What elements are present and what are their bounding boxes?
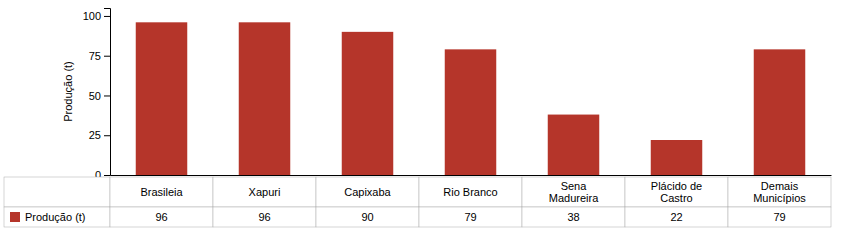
table-value-cell bbox=[316, 207, 419, 227]
table-value-cell bbox=[419, 207, 522, 227]
category-label: Rio Branco bbox=[443, 186, 497, 198]
y-axis: 0255075100 bbox=[83, 9, 111, 182]
bar bbox=[342, 32, 394, 175]
table-legend-cell bbox=[4, 207, 110, 227]
category-label: SenaMadureira bbox=[549, 180, 599, 205]
y-tick-mark bbox=[104, 135, 110, 136]
y-tick-label: 50 bbox=[89, 89, 101, 101]
y-tick: 100 bbox=[83, 10, 110, 22]
x-axis-line bbox=[111, 175, 832, 176]
y-tick: 50 bbox=[89, 89, 110, 101]
table-category-cell bbox=[316, 177, 419, 207]
table-category-cell bbox=[110, 177, 213, 207]
y-tick: 25 bbox=[89, 129, 110, 141]
y-tick-mark bbox=[104, 175, 110, 176]
data-label: 96 bbox=[258, 211, 270, 223]
bar bbox=[548, 115, 600, 175]
table-value-cell bbox=[213, 207, 316, 227]
table-value-cell bbox=[625, 207, 728, 227]
table-category-cell bbox=[728, 177, 831, 207]
data-label: 22 bbox=[670, 211, 682, 223]
table-corner-cell bbox=[4, 177, 110, 207]
legend-label: Produção (t) bbox=[25, 211, 86, 223]
y-tick-mark bbox=[104, 16, 110, 17]
table-value-cell bbox=[728, 207, 831, 227]
table-category-cell bbox=[213, 177, 316, 207]
chart: 0255075100Produção (t)BrasileiaXapuriCap… bbox=[0, 0, 841, 231]
data-table: Brasileia Xapuri Capixaba Rio Branco SenaMad… bbox=[4, 177, 831, 227]
y-axis-line bbox=[104, 9, 111, 176]
y-tick-label: 100 bbox=[83, 10, 101, 22]
y-tick-label: 25 bbox=[89, 129, 101, 141]
y-tick-mark bbox=[104, 56, 110, 57]
y-tick: 75 bbox=[89, 50, 110, 62]
data-label: 38 bbox=[567, 211, 579, 223]
data-label: 90 bbox=[361, 211, 373, 223]
bar bbox=[239, 22, 291, 175]
data-label: 96 bbox=[155, 211, 167, 223]
y-tick-mark bbox=[104, 95, 110, 96]
bar bbox=[445, 49, 497, 175]
table-category-cell bbox=[625, 177, 728, 207]
bar bbox=[754, 49, 806, 175]
table-value-cell bbox=[110, 207, 213, 227]
category-label: Brasileia bbox=[140, 186, 183, 198]
bars bbox=[136, 22, 806, 175]
table-value-cell bbox=[522, 207, 625, 227]
table-category-cell bbox=[419, 177, 522, 207]
table-category-cell bbox=[522, 177, 625, 207]
category-label: DemaisMunicípios bbox=[753, 180, 806, 205]
bar bbox=[651, 140, 703, 175]
category-label: Capixaba bbox=[344, 186, 391, 198]
category-label: Xapuri bbox=[249, 186, 281, 198]
y-tick-label: 75 bbox=[89, 50, 101, 62]
category-label: Plácido deCastro bbox=[651, 180, 702, 205]
x-axis bbox=[111, 175, 832, 176]
y-axis-title: Produção (t) bbox=[62, 61, 74, 122]
data-label: 79 bbox=[773, 211, 785, 223]
legend-swatch bbox=[10, 212, 20, 222]
bar bbox=[136, 22, 188, 175]
data-label: 79 bbox=[464, 211, 476, 223]
